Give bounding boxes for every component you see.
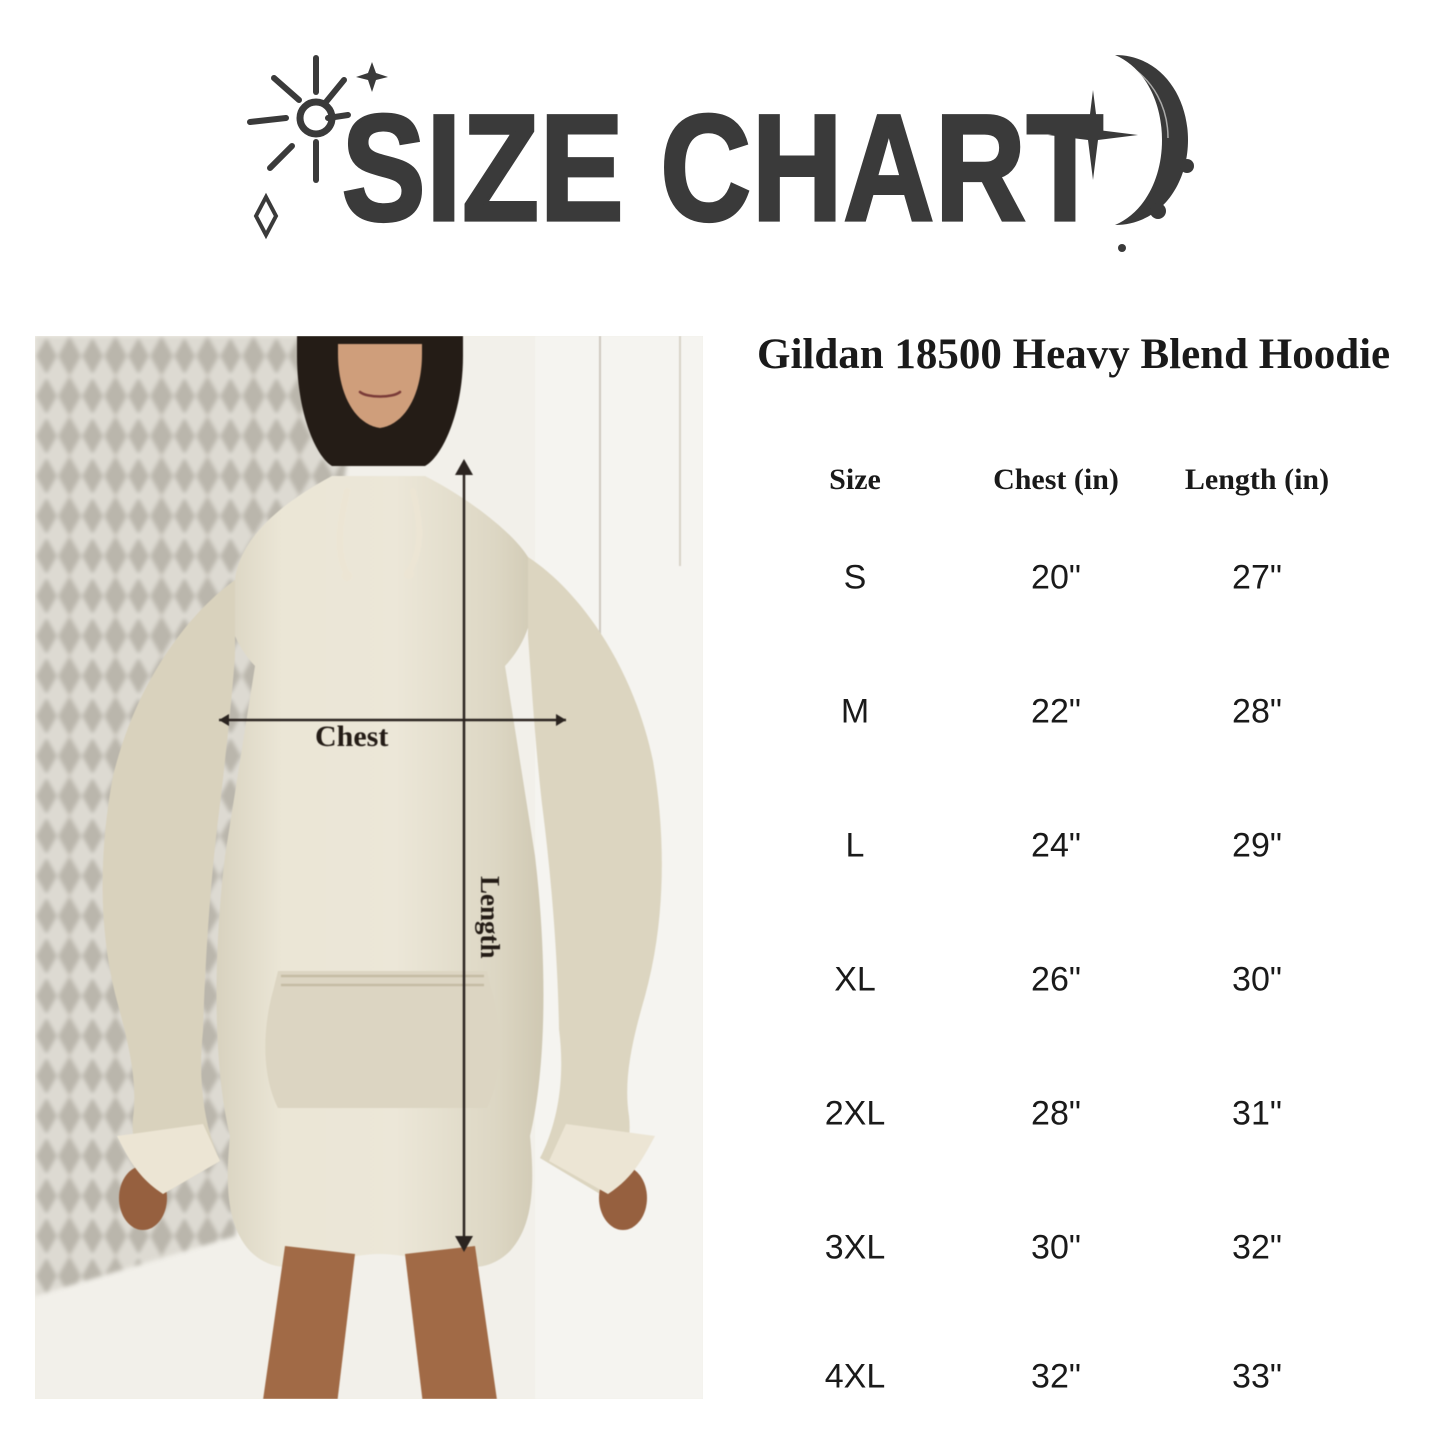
- svg-text:Chest: Chest: [315, 720, 388, 753]
- svg-text:Length: Length: [475, 876, 505, 959]
